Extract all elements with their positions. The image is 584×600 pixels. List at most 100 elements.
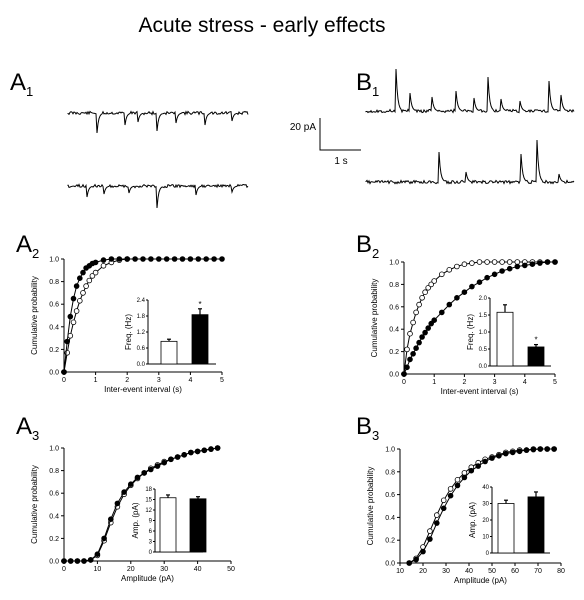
y-tick-label: 0.2 (49, 536, 59, 543)
y-tick-label: 0.6 (49, 302, 59, 309)
bar-filled (527, 496, 545, 554)
data-point-filled (100, 257, 107, 263)
inset-y-tick-label: 1.8 (137, 314, 146, 320)
data-point-filled (489, 455, 495, 461)
data-point-open (438, 271, 445, 278)
panel-letter: A (16, 413, 32, 440)
y-tick-label: 0.6 (49, 491, 59, 498)
data-point-filled (552, 259, 558, 265)
panel-subscript: 3 (372, 428, 379, 443)
data-point-filled (174, 454, 181, 460)
data-point-filled (516, 448, 523, 455)
data-point-open (404, 346, 410, 353)
data-point-open (100, 262, 107, 269)
data-point-filled (80, 269, 86, 276)
data-point-open (506, 259, 513, 265)
data-point-open (514, 259, 521, 265)
scale-bar: 20 pA 1 s (290, 118, 361, 167)
data-point-filled (469, 283, 475, 290)
y-tick-label: 0.0 (385, 561, 395, 568)
data-point-filled (454, 294, 460, 301)
data-point-filled (77, 275, 83, 282)
data-point-filled (188, 449, 194, 456)
data-point-open (461, 261, 468, 268)
inset-y-tick-label: 15 (145, 498, 152, 504)
inset-y-tick-label: 9 (149, 519, 153, 525)
inset-y-tick-label: 1.5 (479, 313, 488, 319)
x-axis-label: Amplitude (pA) (454, 576, 507, 585)
data-point-filled (134, 474, 141, 481)
panel-label-a3: A3 (16, 413, 39, 443)
bar-filled (189, 498, 207, 553)
data-point-filled (64, 338, 70, 345)
data-point-open (89, 273, 96, 279)
y-tick-label: 1.0 (385, 447, 395, 454)
data-point-filled (521, 262, 528, 269)
series-line-open (63, 258, 128, 373)
x-axis-label: Inter-event interval (s) (441, 387, 519, 396)
figure-title: Acute stress - early effects (138, 14, 385, 37)
inset-y-tick-label: 30 (482, 502, 489, 508)
data-point-filled (529, 261, 536, 268)
x-tick-label: 60 (511, 568, 519, 575)
data-point-filled (67, 558, 74, 564)
data-point-filled (163, 256, 170, 262)
inset-bar-chart: 0 10 20 30 40 Amp. (pA) (468, 481, 552, 557)
y-tick-label: 0.8 (49, 468, 59, 475)
data-point-open (407, 330, 413, 337)
inset-y-tick-label: 10 (482, 535, 489, 541)
data-point-filled (475, 463, 482, 469)
data-point-filled (523, 447, 530, 453)
inset-y-tick-label: 0 (149, 550, 153, 556)
data-point-filled (214, 445, 221, 451)
panel-letter: B (356, 231, 372, 258)
data-point-filled (425, 325, 432, 331)
inset-y-tick-label: 1.0 (479, 330, 488, 336)
data-point-filled (132, 256, 138, 262)
data-point-open (431, 278, 438, 284)
y-tick-label: 0.4 (49, 324, 59, 331)
x-tick-label: 50 (488, 568, 496, 575)
data-point-filled (108, 256, 115, 262)
inset-bar-chart: 0 3 6 9 12 15 18 Amp. (pA) (131, 483, 207, 556)
inset-y-tick-label: 6 (149, 529, 153, 535)
data-point-open (484, 259, 490, 265)
data-point-filled (108, 516, 114, 522)
x-tick-label: 1 (432, 379, 436, 386)
data-point-open (80, 290, 86, 296)
x-tick-label: 10 (94, 566, 102, 573)
inset-y-tick-label: 2.0 (479, 296, 488, 302)
x-tick-label: 10 (396, 568, 404, 575)
data-point-filled (61, 369, 67, 375)
data-point-open (422, 289, 428, 296)
y-tick-label: 0.8 (49, 279, 59, 286)
bar-filled (527, 346, 545, 367)
data-point-open (83, 283, 89, 289)
x-tick-label: 30 (442, 568, 450, 575)
data-point-open (86, 277, 93, 284)
x-tick-label: 3 (157, 377, 161, 384)
scale-bar-y-label: 20 pA (290, 122, 316, 133)
x-tick-label: 0 (402, 379, 406, 386)
data-point-filled (440, 505, 447, 512)
x-tick-label: 0 (62, 566, 66, 573)
data-point-filled (101, 535, 107, 542)
trace-b1-top (365, 68, 575, 114)
y-tick-label: 0.6 (385, 492, 395, 499)
data-point-filled (428, 320, 435, 327)
inset-y-tick-label: 1.2 (137, 330, 146, 336)
data-point-open (73, 308, 80, 314)
data-point-filled (422, 329, 428, 336)
data-point-filled (530, 446, 537, 453)
bar-open (497, 503, 515, 554)
panel-subscript: 3 (32, 428, 39, 443)
data-point-open (413, 309, 419, 316)
inset-y-axis-label: Amp. (pA) (468, 502, 477, 538)
data-point-filled (61, 558, 67, 564)
scale-bar-x-label: 1 s (334, 156, 347, 167)
x-tick-label: 5 (553, 379, 557, 386)
x-tick-label: 4 (523, 379, 527, 386)
y-tick-label: 0.4 (389, 327, 399, 334)
data-point-filled (201, 447, 208, 454)
y-tick-label: 0.6 (389, 304, 399, 311)
